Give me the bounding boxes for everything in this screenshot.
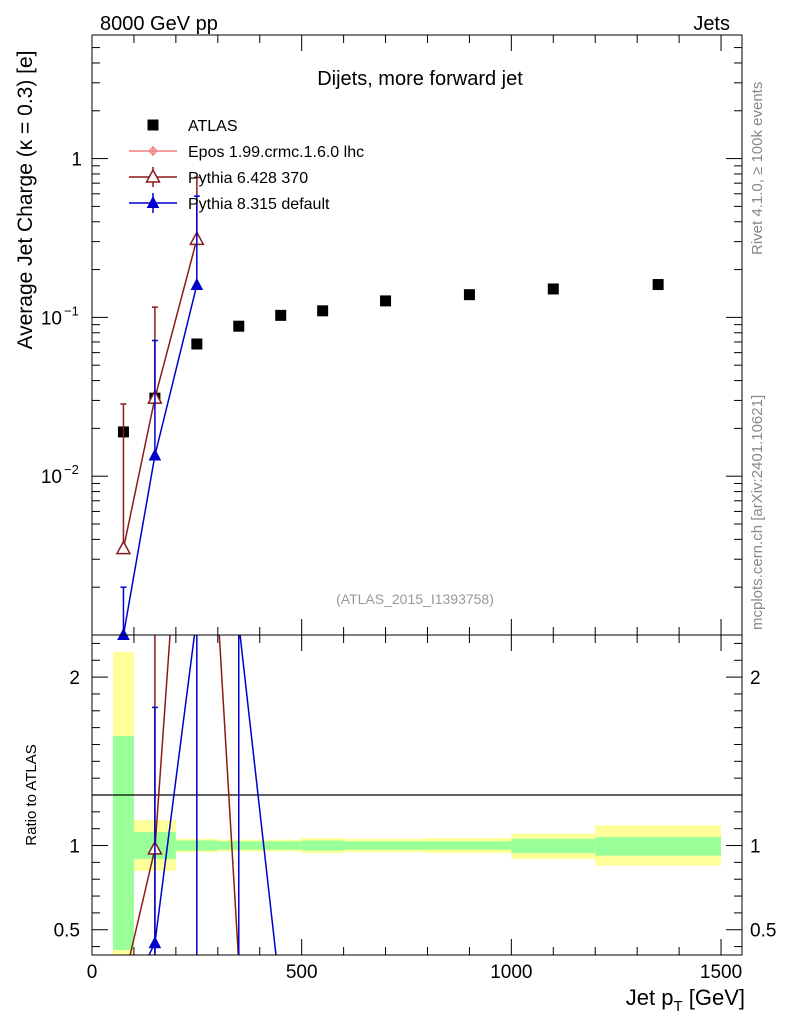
ratio-axis-ticks: 0.5 0.5 1 1 2 2 0 500 1000 1500 [54,635,776,983]
atlas-data-point [652,279,664,291]
pythia8-marker [148,448,162,461]
main-y-tick-label: 1 [71,150,82,171]
main-plot-panel: 110−110−2 Dijets, more forward jet (ATLA… [14,34,743,640]
ratio-inner-band [511,838,596,854]
atlas-data-point [547,283,559,295]
ratio-x-tick-label: 0 [87,962,98,983]
legend-entry: Pythia 6.428 370 [129,167,308,187]
ratio-y-tick-label-left: 2 [69,668,80,689]
ratio-series-clipped [129,635,277,955]
ratio-y-axis-label: Ratio to ATLAS [23,744,40,845]
main-y-tick-label: 10 [41,308,62,329]
x-axis-label-subscript: T [673,998,682,1015]
legend-label: Pythia 6.428 370 [188,170,308,187]
legend-marker-open-triangle [145,168,161,183]
legend-entry: ATLAS [147,118,238,135]
rivet-version-label: Rivet 4.1.0, ≥ 100k events [749,82,766,255]
ratio-y-tick-label-right: 2 [750,668,761,689]
ratio-inner-band [595,837,722,856]
ratio-x-tick-label: 500 [286,962,318,983]
ratio-y-tick-label-right: 1 [750,837,761,858]
atlas-data-point [191,338,203,350]
atlas-data-point [233,320,245,332]
x-axis-label-main: Jet p [626,985,674,1010]
main-axis-ticks: 110−110−2 [41,34,742,636]
ratio-x-tick-label: 1500 [700,962,742,983]
legend-entry: Epos 1.99.crmc.1.6.0 lhc [129,144,364,161]
header-process: Jets [693,13,730,35]
header-energy: 8000 GeV pp [100,13,218,35]
ratio-inner-band [343,841,428,850]
main-y-tick-exponent: −2 [64,462,79,477]
pythia8-marker [117,627,130,640]
legend-marker-triangle [146,195,160,208]
pythia8-ratio-line [148,635,277,955]
pythia8-marker [190,277,204,290]
legend-label: ATLAS [188,118,238,135]
ratio-x-tick-label: 1000 [490,962,532,983]
main-series-layer [115,176,664,640]
atlas-data-point [380,295,392,307]
main-y-tick-label: 10 [41,467,62,488]
atlas-data-point [463,289,475,301]
source-label: mcplots.cern.ch [arXiv:2401.10621] [749,395,766,630]
ratio-plot-panel: 0.5 0.5 1 1 2 2 0 500 1000 1500 Ratio to ATLAS Je… [23,634,776,1015]
main-y-tick-exponent: −1 [64,303,79,318]
atlas-data-point [317,305,329,317]
ratio-inner-band [112,736,134,950]
legend-marker-square [147,119,159,131]
ratio-uncertainty-bands [112,651,722,955]
main-y-axis-label: Average Jet Charge (κ = 0.3) [e] [14,50,37,349]
legend-label: Epos 1.99.crmc.1.6.0 lhc [188,144,364,161]
legend: ATLAS Epos 1.99.crmc.1.6.0 lhc Pythia 6.42… [129,118,364,213]
ratio-series-layer [129,635,277,955]
x-axis-label-unit: [GeV] [683,985,745,1010]
x-axis-label: Jet pT [GeV] [626,985,745,1015]
pythia6-marker [115,540,132,555]
legend-marker-cross [149,147,157,155]
ratio-y-tick-label-left: 1 [69,837,80,858]
ratio-y-tick-label-right: 0.5 [750,921,776,942]
ratio-inner-band [427,841,512,850]
legend-label: Pythia 8.315 default [188,196,330,213]
atlas-data-point [275,309,287,321]
ratio-inner-band [259,841,302,850]
analysis-watermark: (ATLAS_2015_I1393758) [336,591,494,607]
ratio-inner-band [301,840,344,851]
pythia8-ratio-marker [148,936,162,949]
plot-title: Dijets, more forward jet [317,68,523,90]
pythia6-ratio-line [129,635,240,955]
ratio-y-tick-label-left: 0.5 [54,921,80,942]
legend-entry: Pythia 8.315 default [129,193,330,213]
